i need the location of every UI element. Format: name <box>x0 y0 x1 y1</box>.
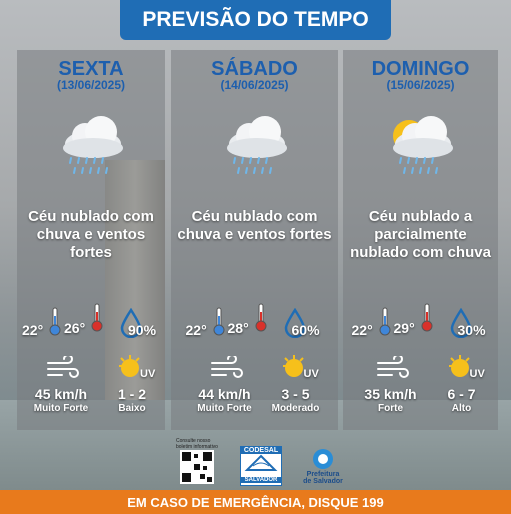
temp-max: 26° <box>64 320 86 336</box>
day-name: SEXTA <box>58 58 124 80</box>
description: Céu nublado a parcialmente nublado com c… <box>350 208 491 261</box>
wind-icon <box>46 354 80 385</box>
temp-min: 22° <box>351 322 373 338</box>
thermometer-hot <box>255 302 267 337</box>
icon-graphic <box>213 307 224 336</box>
bulletin-text: Consulte nosso boletim informativo <box>176 438 218 450</box>
icon-graphic <box>119 355 140 377</box>
weather-icon <box>41 108 141 193</box>
uv-label: Moderado <box>271 403 320 414</box>
day-panel: SÁBADO (14/06/2025) Céu nublado com chuv… <box>171 50 338 430</box>
wind-icon <box>210 354 244 385</box>
wind-speed: 45 km/h <box>34 386 88 402</box>
uv-index: 1 - 2 <box>117 386 146 402</box>
day-date: (13/06/2025) <box>56 78 126 92</box>
humidity: 30% <box>457 322 486 338</box>
icon-graphic <box>284 307 305 339</box>
thermometer-cold <box>379 306 391 341</box>
uv-icon <box>280 354 314 389</box>
icon-graphic <box>282 355 304 377</box>
icon-graphic <box>448 355 470 377</box>
weather-icon <box>205 108 305 193</box>
thermometer-hot <box>91 302 103 337</box>
day-panel: SEXTA (13/06/2025) Céu nublado com chuva… <box>17 50 165 430</box>
footer-band <box>0 490 511 514</box>
wind-label: Muito Forte <box>197 403 252 414</box>
humidity-icon <box>120 307 142 343</box>
emergency-text: EM CASO DE EMERGÊNCIA, DISQUE 199 <box>127 495 384 510</box>
icon-graphic <box>120 307 142 339</box>
icon-graphic <box>450 307 471 339</box>
codesal-icon <box>244 454 278 471</box>
uv-icon-text: UV <box>303 368 319 380</box>
temp-max: 29° <box>393 320 415 336</box>
wind-label: Forte <box>378 403 403 414</box>
thermometer-cold <box>213 306 225 341</box>
uv-icon <box>116 354 150 389</box>
prefeitura-icon <box>313 449 333 469</box>
wind-speed: 44 km/h <box>198 386 251 402</box>
icon-graphic <box>379 307 390 336</box>
temp-min: 22° <box>185 322 207 338</box>
codesal-logo: CODESAL SALVADOR <box>240 446 282 486</box>
uv-icon <box>446 354 480 389</box>
prefeitura-text: Prefeitura de Salvador <box>303 471 343 485</box>
day-date: (14/06/2025) <box>220 78 289 92</box>
thermometer-cold <box>49 306 61 341</box>
day-name: SÁBADO <box>211 58 298 80</box>
codesal-name: CODESAL <box>241 447 281 454</box>
header-band <box>120 0 391 40</box>
icon-graphic <box>63 116 123 174</box>
icon-graphic <box>255 303 266 332</box>
uv-index: 3 - 5 <box>281 386 310 402</box>
qr-code <box>180 450 214 484</box>
title: PREVISÃO DO TEMPO <box>142 8 369 31</box>
day-panel: DOMINGO (15/06/2025) Céu nublado a parci… <box>343 50 498 430</box>
day-name: DOMINGO <box>371 58 470 80</box>
wind-icon <box>376 354 410 385</box>
uv-label: Alto <box>451 403 472 414</box>
temp-min: 22° <box>22 322 44 338</box>
icon-graphic <box>91 303 103 332</box>
uv-index: 6 - 7 <box>447 386 476 402</box>
icon-graphic <box>210 354 243 378</box>
weather-icon <box>371 108 471 193</box>
humidity: 60% <box>291 322 320 338</box>
thermometer-hot <box>421 302 433 337</box>
uv-icon-text: UV <box>140 368 156 380</box>
icon-graphic <box>376 354 409 378</box>
wind-speed: 35 km/h <box>364 386 417 402</box>
icon-graphic <box>47 354 79 378</box>
icon-graphic <box>392 116 453 174</box>
uv-label: Baixo <box>118 403 146 414</box>
uv-icon-text: UV <box>469 368 485 380</box>
description: Céu nublado com chuva e ventos fortes <box>28 208 154 261</box>
icon-graphic <box>226 116 287 174</box>
description: Céu nublado com chuva e ventos fortes <box>177 208 332 243</box>
codesal-city: SALVADOR <box>241 477 281 483</box>
icon-graphic <box>49 307 61 336</box>
day-date: (15/06/2025) <box>386 78 455 92</box>
humidity-icon <box>450 307 472 343</box>
temp-max: 28° <box>227 320 249 336</box>
humidity-icon <box>284 307 306 343</box>
icon-graphic <box>421 303 432 332</box>
wind-label: Muito Forte <box>33 403 89 414</box>
humidity: 90% <box>128 322 157 338</box>
